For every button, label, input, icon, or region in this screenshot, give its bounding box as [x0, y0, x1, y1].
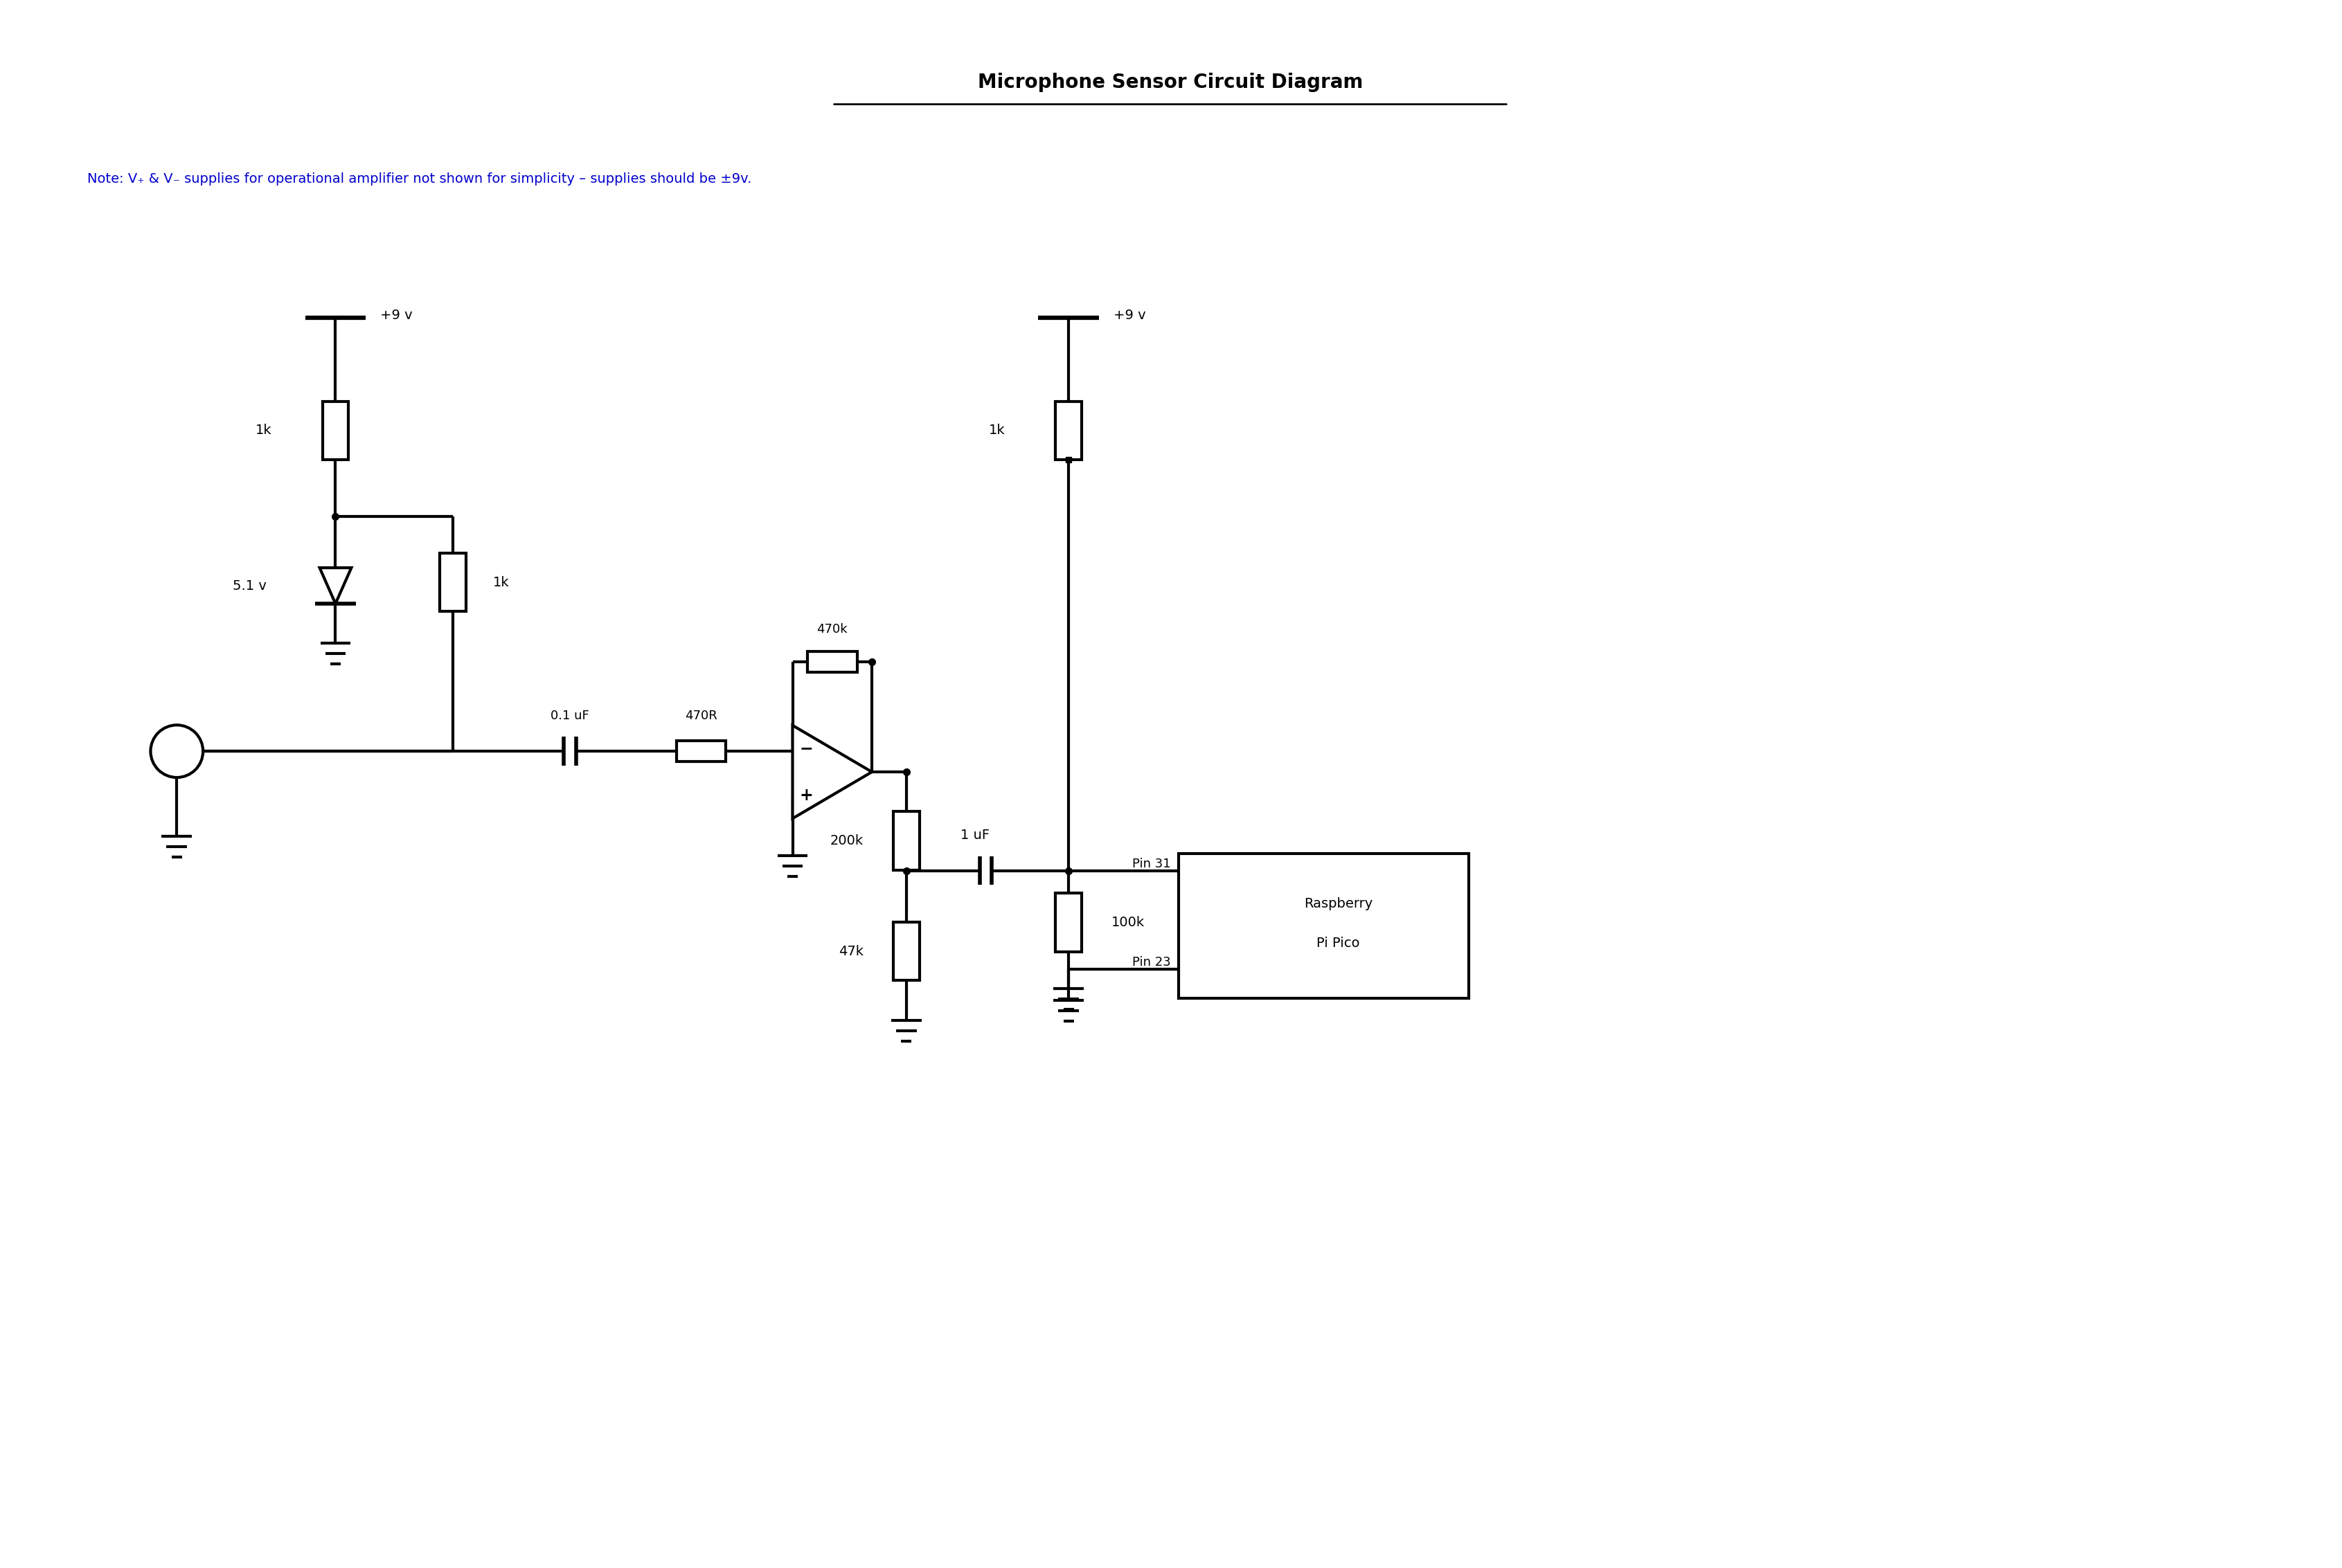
Bar: [892, 812, 920, 870]
Bar: [440, 554, 466, 612]
Text: 470R: 470R: [684, 710, 717, 723]
Text: 0.1 uF: 0.1 uF: [550, 710, 590, 723]
Text: 470k: 470k: [817, 622, 848, 635]
Text: 47k: 47k: [838, 944, 864, 958]
Polygon shape: [792, 726, 871, 818]
Text: 5.1 v: 5.1 v: [232, 579, 267, 593]
Text: 200k: 200k: [831, 834, 864, 847]
Bar: [1056, 894, 1082, 952]
Text: Note: V₊ & V₋ supplies for operational amplifier not shown for simplicity – supp: Note: V₊ & V₋ supplies for operational a…: [87, 172, 752, 185]
Circle shape: [150, 724, 204, 778]
Bar: [677, 742, 726, 762]
Text: Pi Pico: Pi Pico: [1316, 936, 1361, 950]
Text: +9 v: +9 v: [379, 309, 412, 321]
Text: Microphone Sensor Circuit Diagram: Microphone Sensor Circuit Diagram: [977, 72, 1363, 93]
Text: 1k: 1k: [255, 423, 272, 437]
Text: 1k: 1k: [492, 575, 508, 590]
Polygon shape: [319, 568, 351, 604]
Text: 1k: 1k: [988, 423, 1005, 437]
Text: +: +: [799, 787, 813, 803]
Text: +9 v: +9 v: [1112, 309, 1145, 321]
Bar: [323, 401, 349, 459]
Text: −: −: [799, 740, 813, 757]
Bar: [808, 651, 857, 673]
Text: Raspberry: Raspberry: [1304, 897, 1372, 911]
Text: 100k: 100k: [1112, 916, 1145, 928]
Text: Pin 23: Pin 23: [1131, 956, 1171, 969]
Bar: [1056, 401, 1082, 459]
Text: Pin 31: Pin 31: [1131, 858, 1171, 870]
Text: 1 uF: 1 uF: [960, 828, 991, 842]
Bar: [892, 922, 920, 980]
Bar: [1178, 853, 1468, 999]
